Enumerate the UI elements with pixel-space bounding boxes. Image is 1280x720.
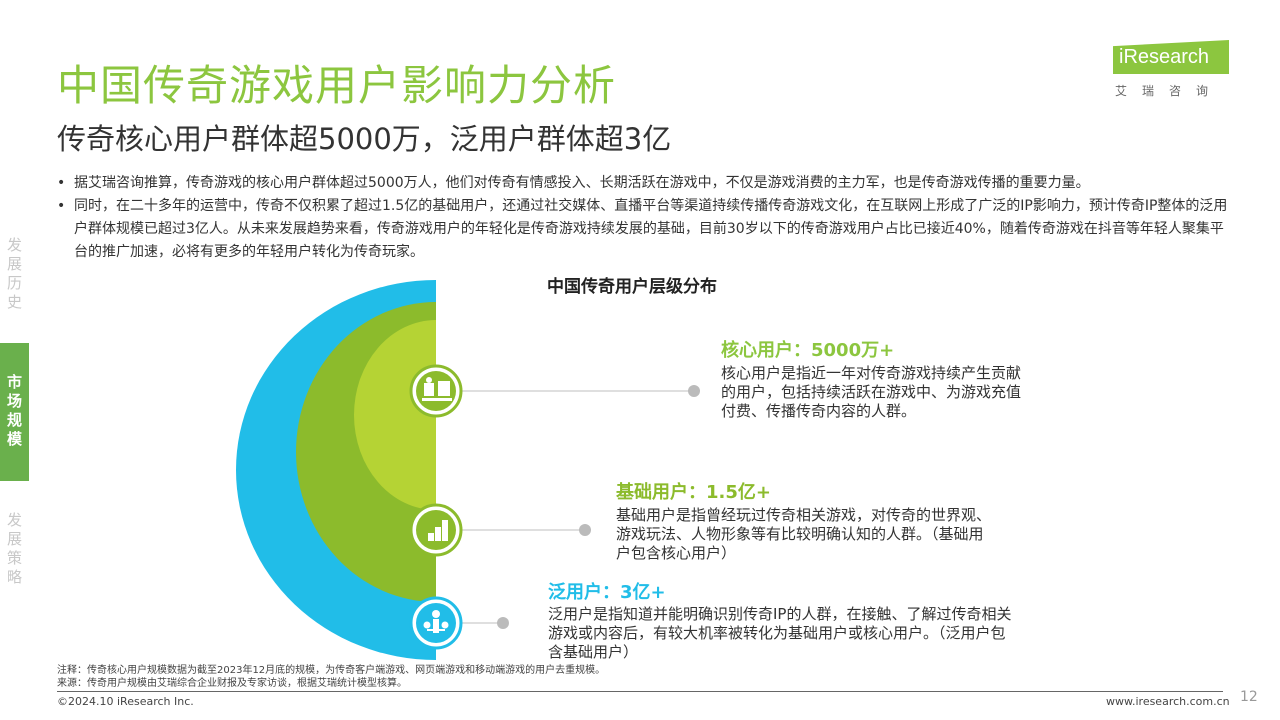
inner-tier-arc — [354, 320, 436, 510]
users-badge-icon — [409, 364, 463, 418]
logo-badge — [1113, 40, 1229, 74]
general-user-desc: 泛用户是指知道并能明确识别传奇IP的人群，在接触、了解过传奇相关游戏或内容后，有… — [548, 605, 1012, 661]
connector-dot — [579, 524, 591, 536]
network-icon — [409, 596, 463, 650]
logo-text: iResearch — [1119, 46, 1210, 68]
footer-divider — [57, 691, 1223, 692]
logo-cn-text: 艾瑞咨询 — [1115, 84, 1224, 98]
side-nav-market-size[interactable]: 市场规模 — [0, 343, 29, 481]
bullet-dot: • — [57, 175, 66, 191]
bullet-text: 据艾瑞咨询推算，传奇游戏的核心用户群体超过5000万人，他们对传奇有情感投入、长… — [74, 175, 1090, 191]
note-text: 注释：传奇核心用户规模数据为截至2023年12月底的规模，为传奇客户端游戏、网页… — [57, 665, 606, 676]
general-user-title: 泛用户：3亿+ — [548, 582, 666, 603]
copyright: ©2024.10 iResearch Inc. — [57, 695, 194, 708]
page-subtitle: 传奇核心用户群体超5000万，泛用户群体超3亿 — [57, 122, 672, 156]
base-user-desc: 基础用户是指曾经玩过传奇相关游戏，对传奇的世界观、游戏玩法、人物形象等有比较明确… — [616, 506, 992, 562]
bullet-text: 同时，在二十多年的运营中，传奇不仅积累了超过1.5亿的基础用户，还通过社交媒体、… — [74, 198, 1228, 260]
chart-title: 中国传奇用户层级分布 — [547, 277, 717, 297]
steps-icon — [409, 503, 463, 557]
core-user-title: 核心用户：5000万+ — [721, 340, 895, 361]
iresearch-logo: iResearch 艾瑞咨询 — [1113, 40, 1233, 100]
connector-dot — [497, 617, 509, 629]
side-nav-label: 发展历史 — [7, 236, 23, 311]
website-link[interactable]: www.iresearch.com.cn — [1106, 695, 1230, 708]
bullet-list: • 据艾瑞咨询推算，传奇游戏的核心用户群体超过5000万人，他们对传奇有情感投入… — [57, 172, 1237, 264]
side-nav-strategy[interactable]: 发展策略 — [0, 511, 29, 591]
base-user-title: 基础用户：1.5亿+ — [616, 482, 771, 503]
bullet-item: • 同时，在二十多年的运营中，传奇不仅积累了超过1.5亿的基础用户，还通过社交媒… — [57, 195, 1237, 264]
core-user-desc: 核心用户是指近一年对传奇游戏持续产生贡献的用户，包括持续活跃在游戏中、为游戏充值… — [721, 364, 1022, 420]
page-number: 12 — [1240, 689, 1258, 705]
side-nav-label: 发展策略 — [7, 511, 23, 586]
footnote: 注释：传奇核心用户规模数据为截至2023年12月底的规模，为传奇客户端游戏、网页… — [57, 664, 605, 690]
bullet-item: • 据艾瑞咨询推算，传奇游戏的核心用户群体超过5000万人，他们对传奇有情感投入… — [57, 172, 1237, 195]
connector-dot — [688, 385, 700, 397]
bullet-dot: • — [57, 198, 66, 214]
page-title: 中国传奇游戏用户影响力分析 — [57, 61, 617, 110]
side-nav-history[interactable]: 发展历史 — [0, 236, 29, 316]
source-text: 来源：传奇用户规模由艾瑞综合企业财报及专家访谈，根据艾瑞统计模型核算。 — [57, 678, 407, 689]
side-nav-label: 市场规模 — [7, 373, 23, 448]
